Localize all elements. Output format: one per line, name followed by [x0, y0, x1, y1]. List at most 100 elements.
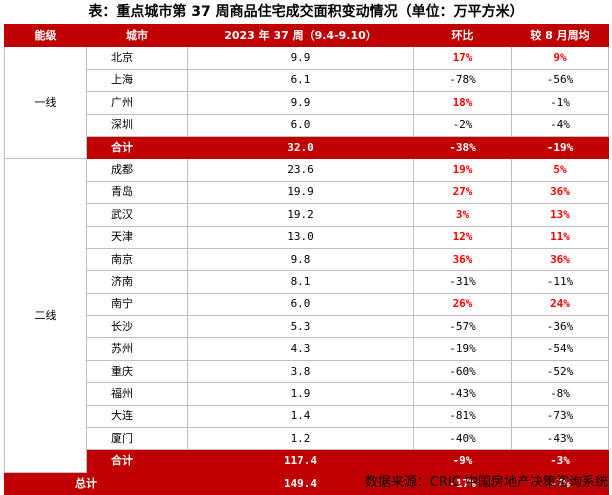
subtotal-vs-aug: -3% — [511, 449, 609, 473]
vs-aug-cell: -52% — [511, 359, 609, 384]
city-cell: 北京 — [86, 46, 188, 70]
value-cell: 5.3 — [187, 315, 414, 339]
table-row: 一线 北京 9.9 17% 9% — [4, 46, 609, 160]
header-week: 2023 年 37 周（9.4-9.10） — [187, 23, 414, 48]
subtotal-label: 合计 — [86, 449, 188, 473]
mom-cell: -60% — [413, 359, 512, 384]
city-cell: 南宁 — [86, 292, 188, 317]
city-cell: 青岛 — [86, 180, 188, 205]
vs-aug-cell: -11% — [511, 270, 609, 294]
subtotal-row: 合计 117.4 -9% -3% — [5, 449, 609, 473]
data-source: 数据来源：CRIC 中国房地产决策咨询系统 — [364, 475, 608, 490]
mom-cell: 12% — [413, 225, 512, 249]
mom-cell: 19% — [413, 158, 512, 182]
total-label: 总计 — [4, 471, 188, 495]
subtotal-mom: -9% — [413, 449, 512, 473]
value-cell: 6.0 — [187, 113, 414, 137]
header-row: 能级 城市 2023 年 37 周（9.4-9.10） 环比 较 8 月周均 — [4, 23, 609, 48]
vs-aug-cell: -73% — [511, 404, 609, 429]
table-row: 重庆 3.8 -60% -52% — [5, 359, 609, 384]
city-cell: 成都 — [86, 158, 188, 182]
table-row: 二线 成都 23.6 19% 5% — [4, 158, 609, 473]
table-row: 上海 6.1 -78% -56% — [5, 68, 609, 93]
city-cell: 福州 — [86, 382, 188, 406]
table-row: 南京 9.8 36% 36% — [5, 247, 609, 272]
value-cell: 9.9 — [187, 91, 414, 115]
mom-cell: 17% — [413, 46, 512, 70]
value-cell: 1.2 — [187, 427, 414, 451]
value-cell: 6.0 — [187, 292, 414, 317]
tier-label: 一线 — [4, 46, 87, 160]
mom-cell: -78% — [413, 68, 512, 93]
city-cell: 济南 — [86, 270, 188, 294]
mom-cell: -40% — [413, 427, 512, 451]
table-title: 表：重点城市第 37 周商品住宅成交面积变动情况（单位：万平方米） — [88, 4, 524, 20]
table-row: 青岛 19.9 27% 36% — [5, 180, 609, 205]
mom-cell: 36% — [413, 247, 512, 272]
city-cell: 深圳 — [86, 113, 188, 137]
table-row: 天津 13.0 12% 11% — [5, 225, 609, 249]
vs-aug-cell: -43% — [511, 427, 609, 451]
city-cell: 天津 — [86, 225, 188, 249]
vs-aug-cell: 36% — [511, 180, 609, 205]
table-row: 厦门 1.2 -40% -43% — [5, 427, 609, 451]
value-cell: 1.4 — [187, 404, 414, 429]
tier-label: 二线 — [4, 158, 87, 473]
mom-cell: -2% — [413, 113, 512, 137]
table-row: 南宁 6.0 26% 24% — [5, 292, 609, 317]
value-cell: 1.9 — [187, 382, 414, 406]
city-cell: 重庆 — [86, 359, 188, 384]
total-row: 总计 149.4 -17% -7% — [4, 471, 609, 495]
subtotal-vs-aug: -19% — [511, 135, 609, 160]
mom-cell: 18% — [413, 91, 512, 115]
vs-aug-cell: 24% — [511, 292, 609, 317]
subtotal-row: 合计 32.0 -38% -19% — [5, 135, 609, 160]
vs-aug-cell: 13% — [511, 203, 609, 227]
value-cell: 4.3 — [187, 337, 414, 361]
total-mom: -17% — [413, 471, 512, 495]
city-cell: 南京 — [86, 247, 188, 272]
table-row: 大连 1.4 -81% -73% — [5, 404, 609, 429]
value-cell: 19.9 — [187, 180, 414, 205]
mom-cell: 27% — [413, 180, 512, 205]
header-vs-aug: 较 8 月周均 — [511, 23, 609, 48]
header-mom: 环比 — [413, 23, 512, 48]
subtotal-label: 合计 — [86, 135, 188, 160]
vs-aug-cell: -56% — [511, 68, 609, 93]
city-cell: 厦门 — [86, 427, 188, 451]
value-cell: 9.9 — [187, 46, 414, 70]
vs-aug-cell: -36% — [511, 315, 609, 339]
value-cell: 9.8 — [187, 247, 414, 272]
value-cell: 19.2 — [187, 203, 414, 227]
value-cell: 3.8 — [187, 359, 414, 384]
mom-cell: 3% — [413, 203, 512, 227]
mom-cell: -57% — [413, 315, 512, 339]
city-cell: 长沙 — [86, 315, 188, 339]
subtotal-mom: -38% — [413, 135, 512, 160]
table-body: 一线 北京 9.9 17% 9% 上海 6.1 -78% -56% 广州 9.9 18% -1% 深圳 6.… — [4, 46, 609, 495]
mom-cell: 26% — [413, 292, 512, 317]
vs-aug-cell: 5% — [511, 158, 609, 182]
table-row: 广州 9.9 18% -1% — [5, 91, 609, 115]
table-row: 长沙 5.3 -57% -36% — [5, 315, 609, 339]
table-row: 济南 8.1 -31% -11% — [5, 270, 609, 294]
vs-aug-cell: 9% — [511, 46, 609, 70]
data-table: 能级 城市 2023 年 37 周（9.4-9.10） 环比 较 8 月周均 一… — [4, 23, 609, 495]
table-row: 深圳 6.0 -2% -4% — [5, 113, 609, 137]
value-cell: 13.0 — [187, 225, 414, 249]
mom-cell: -43% — [413, 382, 512, 406]
mom-cell: -31% — [413, 270, 512, 294]
value-cell: 23.6 — [187, 158, 414, 182]
city-cell: 上海 — [86, 68, 188, 93]
subtotal-value: 117.4 — [187, 449, 414, 473]
value-cell: 6.1 — [187, 68, 414, 93]
mom-cell: -19% — [413, 337, 512, 361]
value-cell: 8.1 — [187, 270, 414, 294]
table-row: 苏州 4.3 -19% -54% — [5, 337, 609, 361]
vs-aug-cell: -54% — [511, 337, 609, 361]
total-value: 149.4 — [187, 471, 414, 495]
mom-cell: -81% — [413, 404, 512, 429]
city-cell: 大连 — [86, 404, 188, 429]
city-cell: 苏州 — [86, 337, 188, 361]
header-tier: 能级 — [4, 23, 87, 48]
